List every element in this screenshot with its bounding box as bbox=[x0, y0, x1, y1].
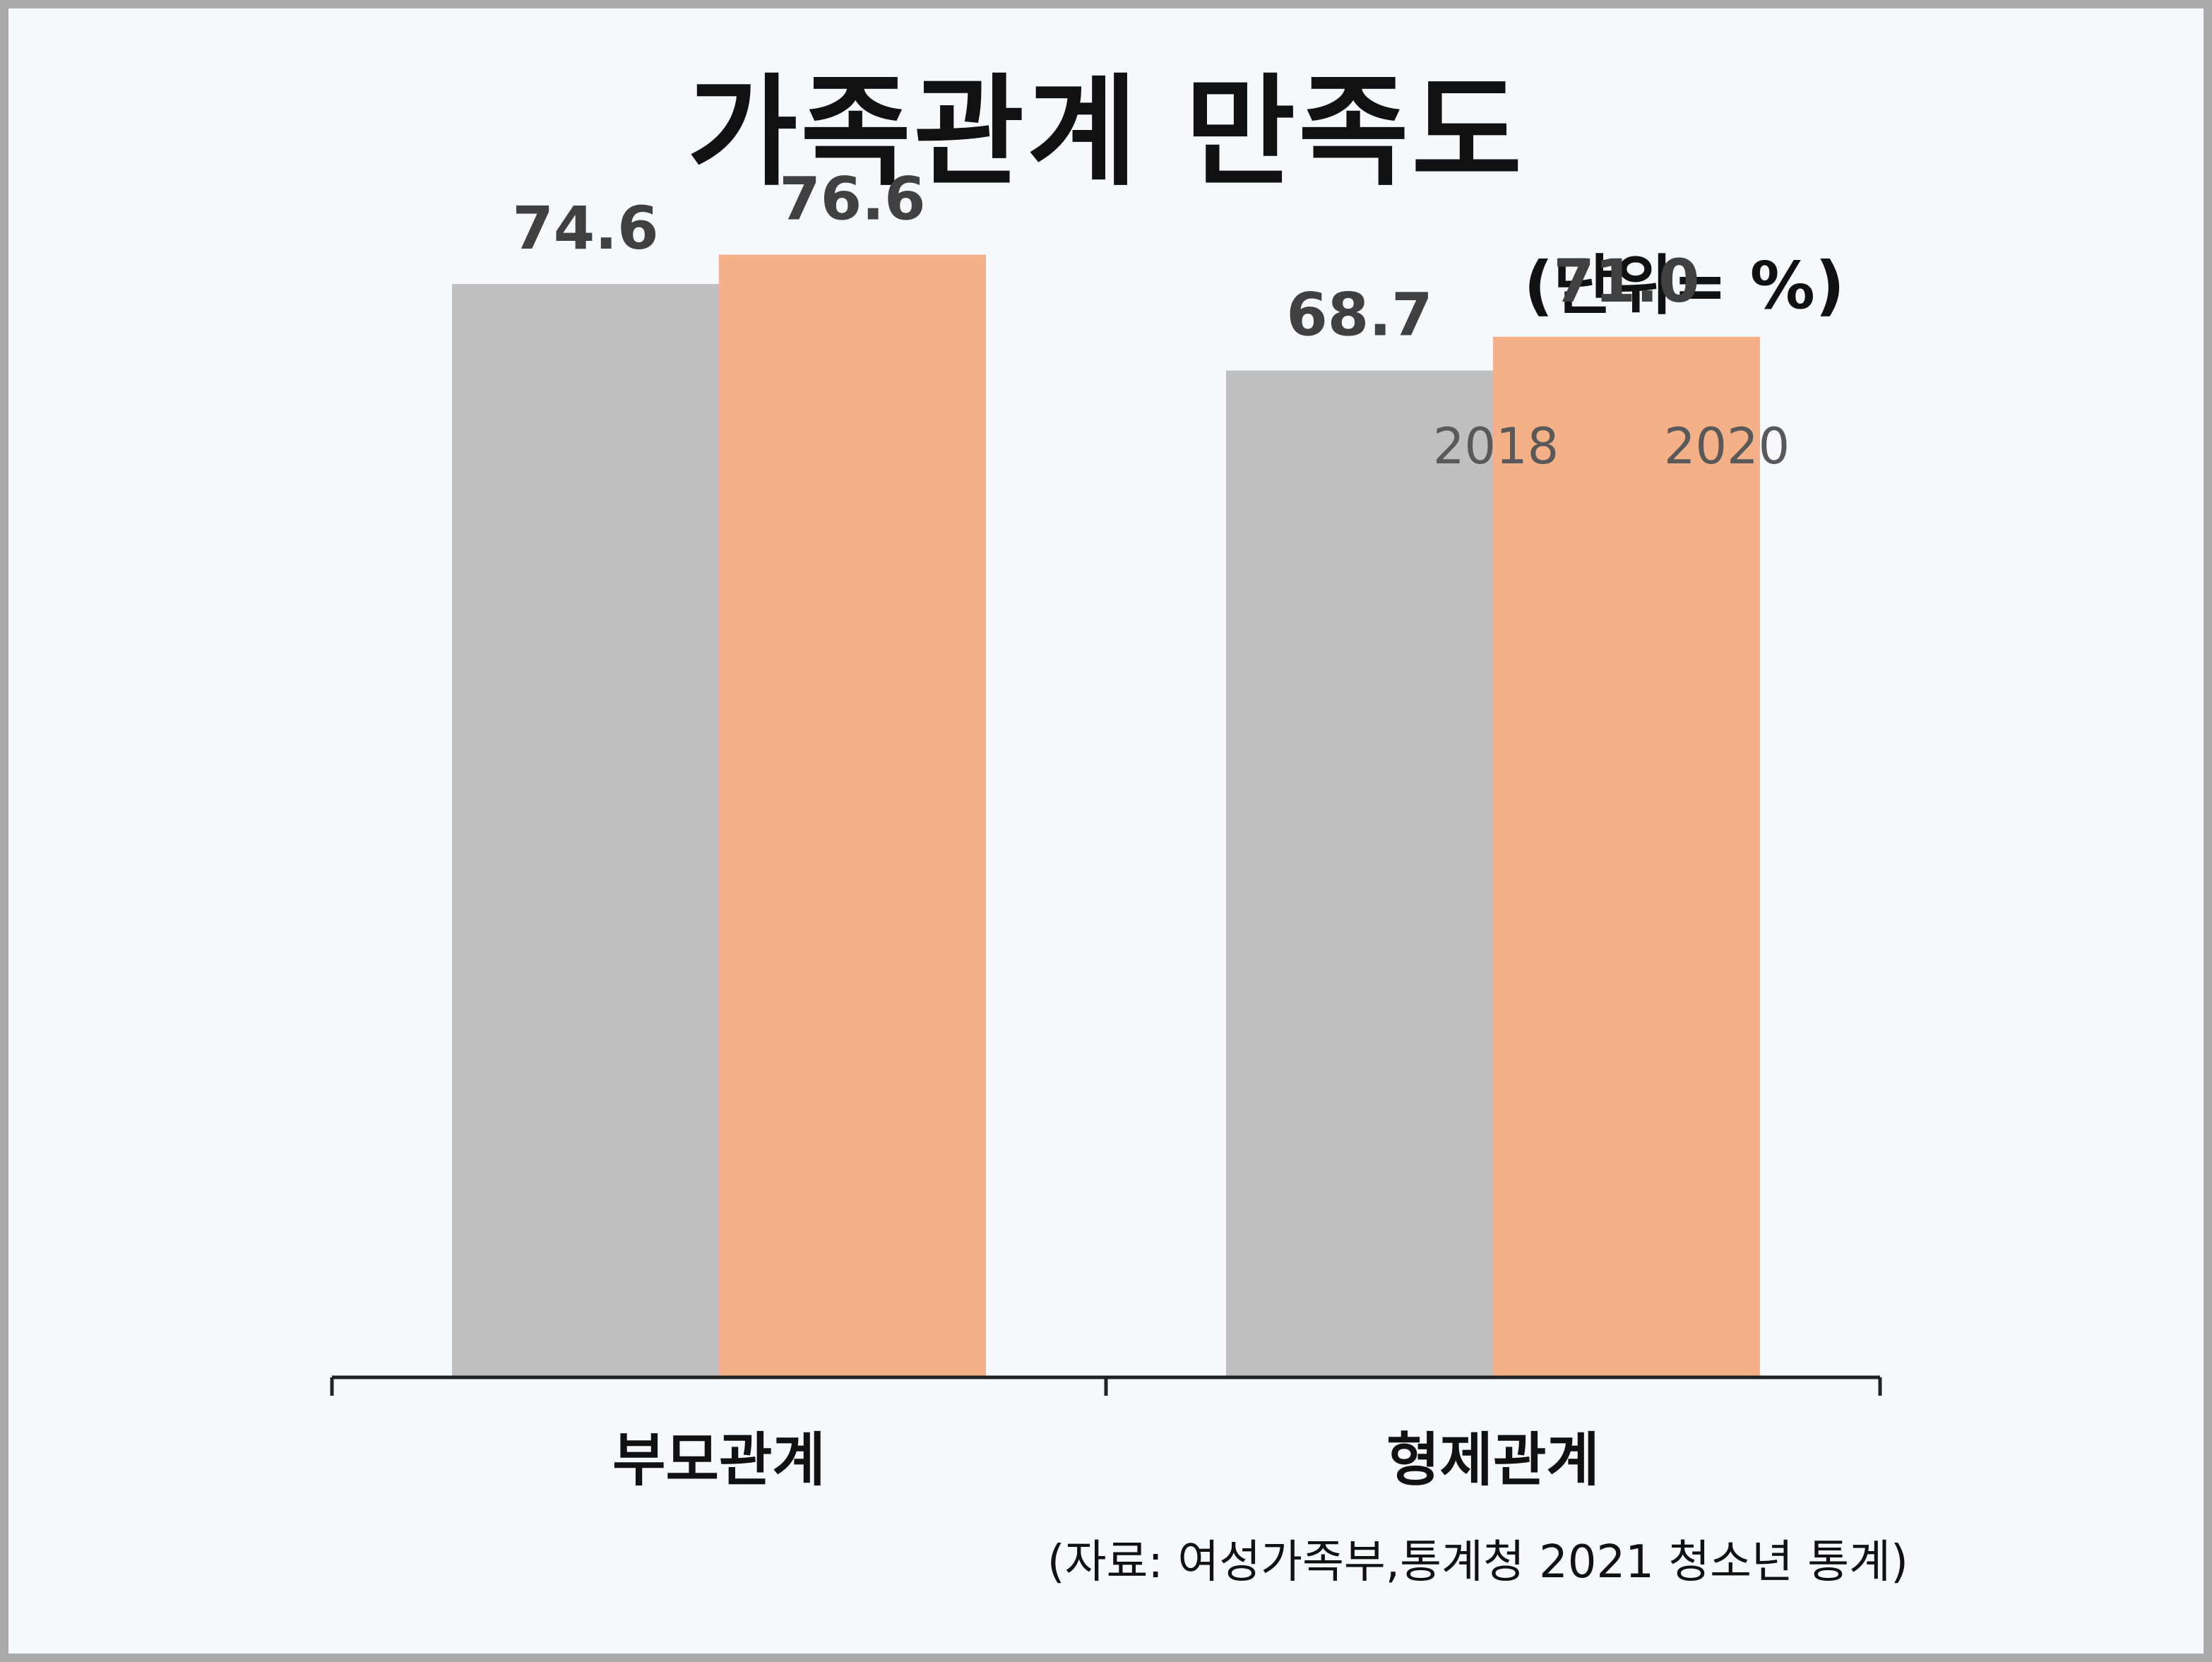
value-label-2020-1: 76.6 bbox=[779, 165, 925, 234]
legend-swatch-2018 bbox=[1395, 434, 1419, 458]
value-label-2018-1: 74.6 bbox=[512, 194, 658, 263]
legend-label-2020: 2020 bbox=[1664, 417, 1790, 475]
bar-2018-2 bbox=[1226, 370, 1493, 1377]
bar-2020-2 bbox=[1493, 336, 1760, 1377]
value-label-2020-2: 71.0 bbox=[1553, 247, 1699, 316]
legend-label-2018: 2018 bbox=[1433, 417, 1559, 475]
bar-2018-1 bbox=[452, 284, 719, 1377]
source-note: (자료: 여성가족부,통계청 2021 청소년 통계) bbox=[1047, 1536, 1908, 1589]
category-label-2: 형제관계 bbox=[1386, 1427, 1600, 1494]
value-label-2018-2: 68.7 bbox=[1286, 280, 1432, 349]
bar-2020-1 bbox=[719, 254, 986, 1377]
chart-title: 가족관계 만족도 bbox=[687, 63, 1525, 203]
category-label-1: 부모관계 bbox=[612, 1427, 826, 1494]
legend-swatch-2020 bbox=[1626, 434, 1650, 458]
unit-note: (단위= %) bbox=[1523, 248, 1845, 324]
